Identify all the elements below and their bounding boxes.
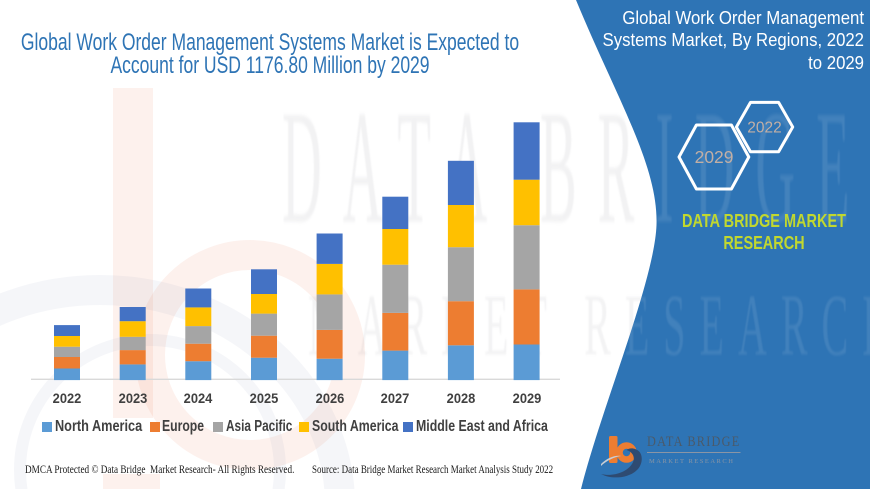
svg-text:2029: 2029: [695, 147, 734, 167]
svg-text:2022: 2022: [747, 120, 781, 137]
